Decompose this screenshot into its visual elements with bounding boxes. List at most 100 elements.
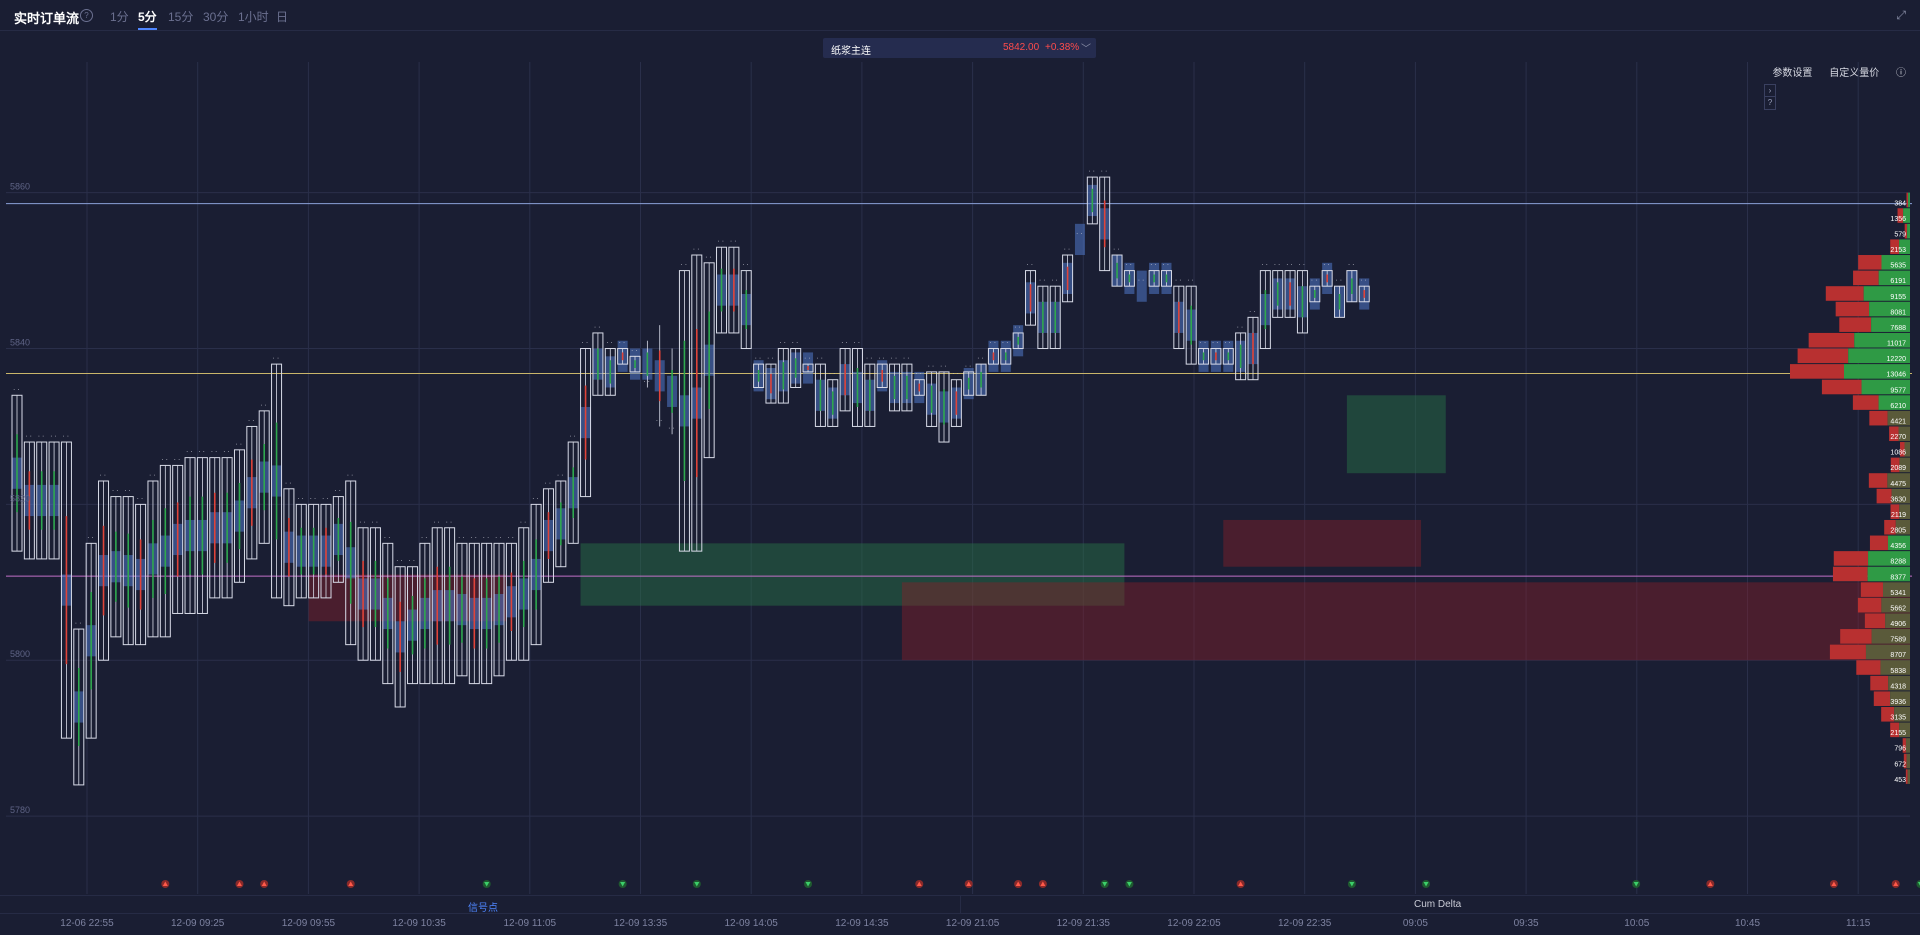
volume-profile-row: 3630 [1876, 488, 1910, 504]
candle-box [1321, 270, 1333, 287]
tab-cum-delta[interactable]: Cum Delta [1414, 899, 1462, 910]
volume-bar-buy [1887, 473, 1910, 488]
footprint-candle: · · [110, 488, 122, 638]
expand-icon[interactable]: ⤢ [1896, 8, 1906, 22]
timeframe-30m[interactable]: 30分 [203, 10, 229, 24]
grid [6, 62, 1910, 894]
volume-bar-buy [1869, 301, 1910, 317]
volume-bar-sell [1868, 473, 1888, 488]
footprint-chart[interactable]: · · · · · · · · · · · · · · · · · · · · · · · · · · ·… [0, 62, 1920, 895]
candle-dots: · · [483, 534, 490, 541]
timeframe-15m[interactable]: 15分 [168, 10, 194, 24]
custom-price-button[interactable]: 自定义量价 [1829, 68, 1880, 79]
signal-up [1829, 880, 1838, 888]
timeframe-1h[interactable]: 1小时 [238, 10, 269, 24]
volume-bar-buy [1854, 332, 1910, 348]
volume-bar-buy [1894, 706, 1910, 722]
footprint-candle: · · [1086, 168, 1098, 225]
candle-dots: · · [1224, 340, 1231, 347]
candle-dots: · · [1311, 277, 1318, 284]
candle-dots: · · [470, 534, 477, 541]
candle-dots: · · [396, 558, 403, 565]
candle-dots: · · [371, 519, 378, 526]
time-tick-label: 12-09 22:35 [1277, 918, 1332, 929]
footprint-candle: · · [913, 371, 925, 404]
candle-dots: · · [693, 246, 700, 253]
volume-label: 8288 [1890, 559, 1906, 566]
candle-dots: · · [1064, 246, 1071, 253]
volume-profile-row: 3135 [1881, 706, 1910, 722]
volume-profile-row: 9577 [1821, 379, 1910, 395]
timeframe-1m[interactable]: 1分 [110, 10, 129, 24]
volume-profile-row: 5662 [1857, 597, 1910, 613]
volume-bar-buy [1871, 317, 1910, 332]
footprint-candle: · · [295, 495, 307, 599]
symbol-selector[interactable]: 纸浆主连 5842.00 +0.38% ﹀ [823, 38, 1096, 58]
footprint-candle: · · [357, 519, 369, 661]
volume-label: 4421 [1890, 418, 1906, 425]
footprint-candle: · · [135, 495, 147, 646]
footprint-candle: · · [1173, 277, 1185, 350]
volume-profile-row: 2153 [1890, 239, 1910, 254]
volume-label: 8081 [1890, 309, 1906, 316]
volume-label: 7589 [1890, 637, 1906, 644]
footprint-candle: · · [345, 472, 357, 646]
candle-dots: · · [1175, 277, 1182, 284]
signal-arrow [261, 881, 267, 886]
volume-profile-row: 672 [1894, 753, 1910, 769]
timeframe-5m[interactable]: 5分 [138, 10, 157, 30]
candle-dots: · · [816, 355, 823, 362]
volume-bar-buy [1891, 488, 1910, 504]
tab-signals[interactable]: 信号点 [468, 903, 498, 914]
volume-bar-buy [1881, 255, 1910, 270]
time-tick-label: 12-06 22:55 [60, 918, 114, 929]
candle-dots: · · [928, 363, 935, 370]
volume-bar-sell [1904, 223, 1908, 239]
volume-label: 672 [1894, 761, 1906, 768]
signal-arrow [966, 881, 972, 886]
volume-label: 453 [1894, 777, 1906, 784]
footprint-candle: · · [209, 449, 221, 599]
volume-label: 5662 [1890, 605, 1906, 612]
candle-dots: · · [248, 417, 255, 424]
volume-bar-buy [1898, 426, 1910, 442]
footprint-candle: · · [332, 488, 344, 583]
candle-dots: · · [1014, 324, 1021, 331]
volume-bar-sell [1829, 644, 1866, 660]
footprint-candle: · · [36, 433, 48, 560]
volume-bar-buy [1881, 597, 1910, 613]
question-icon[interactable]: ? [1764, 96, 1776, 110]
symbol-name: 纸浆主连 [831, 46, 871, 57]
signals [161, 880, 1920, 888]
help-icon[interactable]: ? [80, 9, 93, 22]
params-button[interactable]: 参数设置 [1772, 68, 1813, 79]
signal-arrow [1102, 882, 1108, 887]
info-icon[interactable]: ⓘ [1896, 68, 1906, 79]
volume-bar-sell [1905, 769, 1908, 784]
candle-dots: · · [1138, 277, 1145, 284]
footprint-candle: · · [1321, 262, 1333, 294]
candle-dots: · · [161, 456, 168, 463]
volume-bar-sell [1858, 255, 1882, 270]
candle-dots: · · [359, 519, 366, 526]
timeframe-day[interactable]: 日 [276, 10, 289, 24]
footprint-candle: · · [11, 386, 23, 552]
candle-dots: · · [297, 495, 304, 502]
volume-profile-row: 11017 [1808, 332, 1910, 348]
candle-dots: · · [100, 472, 107, 479]
volume-bar-buy [1882, 582, 1910, 597]
candle-dots: · · [1187, 277, 1194, 284]
footprint-candle: · · [629, 347, 641, 380]
volume-label: 4318 [1890, 683, 1906, 690]
candle-dots: · · [619, 340, 626, 347]
candle-dots: · · [310, 495, 317, 502]
footprint-candle: · · [667, 348, 678, 435]
volume-bar-buy [1861, 379, 1910, 395]
price-tick-label: 5840 [10, 338, 30, 348]
volume-bar-buy [1888, 675, 1910, 691]
volume-label: 579 [1894, 231, 1906, 238]
symbol-price: 5842.00 [1003, 42, 1040, 53]
candle-dots: · · [878, 355, 885, 362]
candle-dots: · · [853, 340, 860, 347]
volume-bar-sell [1881, 706, 1895, 722]
